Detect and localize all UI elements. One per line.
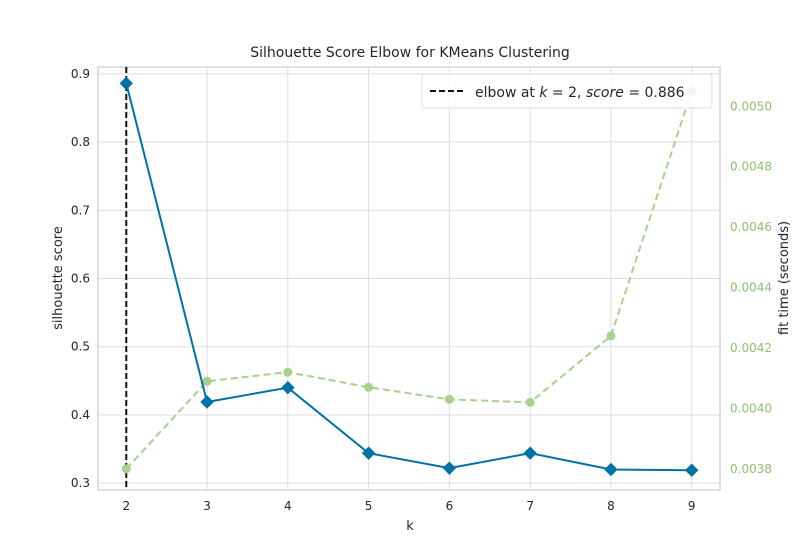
- y2-tick-label: 0.0038: [730, 462, 772, 476]
- score-line: [125, 83, 692, 472]
- y2-tick-label: 0.0046: [730, 220, 772, 234]
- score-point: [685, 463, 699, 477]
- fit-time-point: [444, 394, 454, 404]
- x-tick-label: 9: [688, 499, 696, 513]
- x-tick-label: 2: [122, 499, 130, 513]
- fit-time-point: [283, 367, 293, 377]
- y-tick-label: 0.4: [71, 408, 90, 422]
- fit-time-point: [606, 331, 616, 341]
- chart-title: Silhouette Score Elbow for KMeans Cluste…: [250, 45, 570, 61]
- grid: [98, 67, 720, 490]
- score-point: [604, 462, 618, 477]
- x-tick-label: 8: [607, 499, 615, 513]
- x-axis: 2 3 4 5 6 7 8 9: [122, 499, 695, 513]
- x-tick-label: 5: [365, 499, 373, 513]
- fit-time-point: [364, 382, 374, 392]
- score-point: [361, 446, 376, 460]
- x-tick-label: 4: [284, 499, 292, 513]
- y-tick-label: 0.3: [71, 476, 90, 490]
- plot-frame: [97, 66, 721, 491]
- fit-time-point: [202, 376, 212, 386]
- y2-tick-label: 0.0050: [730, 99, 772, 113]
- legend-box: [421, 73, 713, 109]
- x-axis-label: k: [406, 519, 414, 534]
- y2-axis-label: fit time (seconds): [777, 221, 792, 335]
- y-tick-label: 0.7: [71, 203, 90, 217]
- y-tick-label: 0.5: [71, 340, 90, 354]
- y2-tick-label: 0.0042: [730, 341, 772, 355]
- score-point: [200, 395, 214, 409]
- y-axis-left: 0.3 0.4 0.5 0.6 0.7 0.8 0.9: [71, 67, 90, 490]
- y2-tick-label: 0.0048: [730, 160, 772, 174]
- legend-elbow-label: elbow at k = 2, score = 0.886: [475, 85, 685, 101]
- x-tick-label: 6: [446, 499, 454, 513]
- y2-tick-label: 0.0044: [730, 281, 772, 295]
- x-tick-label: 3: [203, 499, 211, 513]
- legend: elbow at k = 2, score = 0.886: [421, 73, 713, 109]
- score-point: [119, 76, 133, 91]
- y-axis-right: 0.0038 0.0040 0.0042 0.0044 0.0046 0.0048 0.00…: [730, 99, 772, 476]
- y-axis-label: silhouette score: [51, 226, 66, 330]
- y-tick-label: 0.6: [71, 272, 90, 286]
- score-point: [281, 380, 295, 395]
- score-point: [523, 446, 537, 460]
- fit-time-line: [125, 90, 693, 470]
- y2-tick-label: 0.0040: [730, 401, 772, 415]
- score-point: [442, 461, 457, 475]
- y-tick-label: 0.8: [71, 135, 90, 149]
- x-tick-label: 7: [526, 499, 534, 513]
- y-tick-label: 0.9: [71, 67, 90, 81]
- fit-time-point: [121, 464, 131, 474]
- fit-time-point: [525, 397, 535, 407]
